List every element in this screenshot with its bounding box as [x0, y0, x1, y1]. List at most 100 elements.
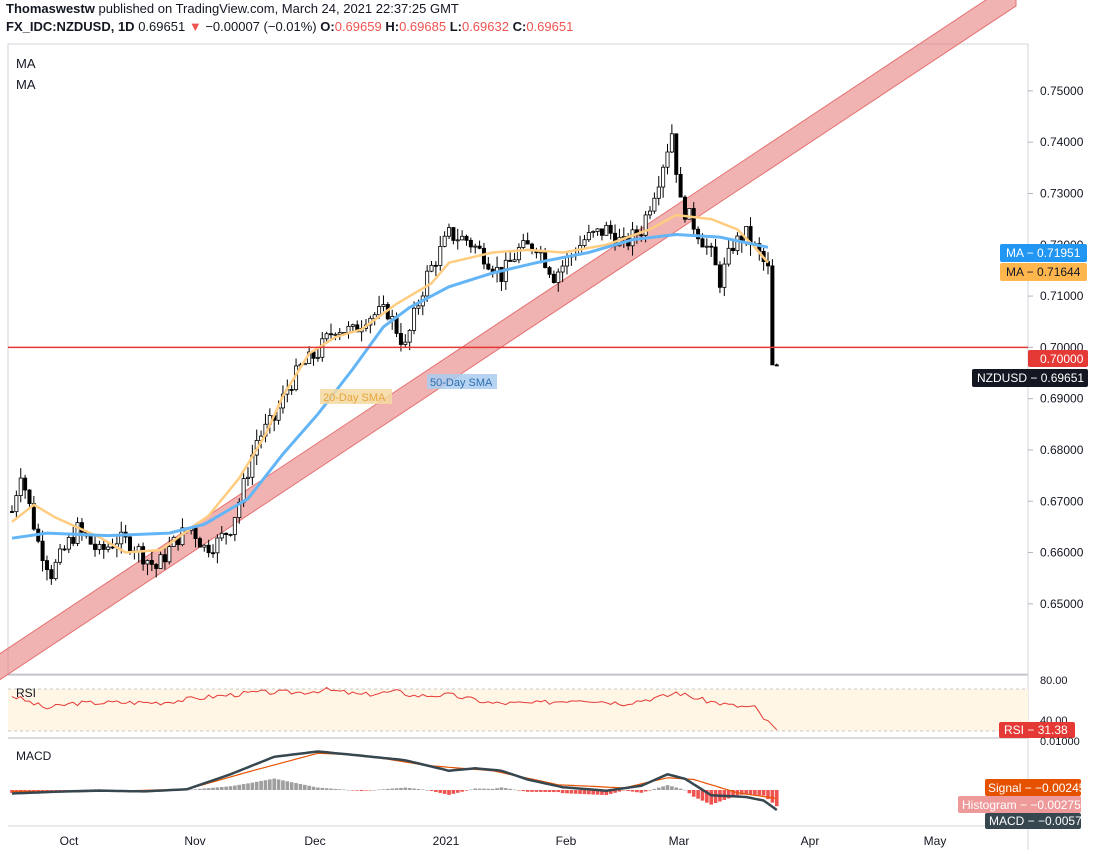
histogram-bar	[333, 788, 338, 790]
signal-value-label: Signal − −0.00245	[985, 779, 1086, 796]
candle-body	[416, 305, 421, 309]
histogram-bar	[464, 790, 469, 791]
price-tick-label: 0.75000	[1040, 84, 1084, 98]
histogram-bar	[560, 790, 565, 794]
candle-body	[23, 477, 28, 491]
histogram-bar	[53, 790, 58, 791]
high-value: 0.69685	[399, 19, 447, 34]
sma20-annotation[interactable]: 20-Day SMA	[323, 392, 386, 404]
histogram-bar	[276, 779, 281, 790]
histogram-bar	[726, 790, 731, 799]
candle-body	[315, 356, 320, 359]
candle-body	[429, 264, 434, 272]
trend-channel[interactable]	[0, 0, 1017, 685]
histogram-bar	[700, 790, 705, 801]
signal-label-name: Signal	[988, 781, 1021, 795]
histogram-bar	[420, 789, 425, 791]
macd-tick: 0.01000	[1040, 736, 1080, 748]
histogram-bar	[224, 786, 228, 790]
ma20-price-label: MA − 0.71644	[1000, 263, 1087, 281]
candle-body	[735, 235, 740, 252]
histogram-bar	[678, 788, 683, 790]
candle-body	[289, 389, 294, 391]
ma1-legend[interactable]: MA	[16, 56, 36, 71]
candle-body	[329, 333, 334, 336]
sma50-line[interactable]	[11, 232, 769, 540]
histogram-bar	[403, 787, 408, 790]
histogram-bar	[442, 790, 447, 794]
candle-body	[774, 364, 779, 367]
histogram-bar	[198, 788, 202, 790]
histogram-bar	[368, 790, 373, 791]
candle-body	[93, 543, 98, 550]
histogram-bar	[237, 784, 242, 790]
rsi-tick-80: 80.00	[1040, 675, 1068, 687]
histogram-bar	[477, 788, 482, 790]
time-tick-label: Apr	[801, 834, 820, 848]
rsi-line	[11, 686, 778, 731]
macd-label-value: −0.00570	[1038, 814, 1089, 828]
macd-line	[11, 750, 778, 812]
candle-body	[403, 341, 408, 345]
svg-text:Signal − −0.00245: Signal − −0.00245	[988, 781, 1086, 795]
histogram-bar	[355, 790, 360, 791]
candle-body	[586, 232, 591, 241]
candle-body	[377, 306, 382, 316]
ma50-price-label: MA − 0.71951	[1000, 244, 1087, 262]
histogram-bar	[36, 790, 41, 792]
chart-header-line2: FX_IDC:NZDUSD, 1D 0.69651 ▼ −0.00007 (−0…	[6, 19, 573, 34]
open-label: O:	[320, 19, 335, 34]
candle-body	[704, 245, 709, 248]
candle-body	[665, 151, 670, 168]
histogram-bar	[504, 788, 508, 790]
histogram-bar	[359, 790, 364, 791]
candle-body	[508, 259, 513, 262]
candle-body	[726, 247, 731, 265]
candle-body	[700, 238, 705, 248]
histogram-bar	[608, 790, 613, 794]
histogram-bar	[438, 790, 443, 793]
histogram-bar	[691, 790, 696, 797]
candle-body	[678, 174, 683, 198]
histogram-bar	[215, 787, 220, 790]
candle-body	[202, 544, 207, 548]
candle-body	[481, 247, 486, 265]
support-label-value: 0.70000	[1040, 352, 1084, 366]
candle-body	[40, 540, 45, 561]
candle-body	[656, 186, 661, 199]
author-name[interactable]: Thomaswestw	[6, 1, 95, 16]
histogram-bar	[761, 790, 766, 796]
sma50-annotation[interactable]: 50-Day SMA	[430, 377, 493, 389]
candle-body	[669, 133, 674, 153]
svg-text:Histogram − −0.00275: Histogram − −0.00275	[962, 798, 1081, 812]
candle-body	[682, 196, 687, 220]
histogram-bar	[364, 790, 368, 791]
candle-body	[516, 247, 521, 261]
ma2-legend[interactable]: MA	[16, 77, 36, 92]
sma20-line[interactable]	[11, 213, 769, 554]
candle-body	[717, 264, 722, 288]
histogram-bar	[272, 778, 276, 790]
price-axis[interactable]: 0.750000.740000.730000.720000.710000.700…	[1028, 84, 1084, 611]
price-tick-label: 0.67000	[1040, 494, 1084, 508]
candle-body	[595, 228, 600, 232]
candle-body	[696, 228, 701, 240]
macd-legend[interactable]: MACD	[16, 749, 52, 763]
histogram-bar	[434, 790, 438, 792]
time-axis[interactable]: Oct Nov Dec 2021 Feb Mar Apr May	[60, 834, 947, 848]
last-price-label: NZDUSD − 0.69651	[972, 369, 1088, 387]
candle-body	[407, 330, 412, 343]
candle-body	[398, 333, 403, 345]
symbol-name[interactable]: FX_IDC:NZDUSD, 1D	[6, 19, 135, 34]
histogram-bar	[250, 782, 255, 790]
histogram-bar	[289, 782, 294, 790]
histogram-bar	[639, 790, 644, 793]
candle-body	[101, 543, 106, 550]
histogram-bar	[254, 781, 259, 790]
candle-body	[433, 264, 438, 267]
histogram-bar	[770, 790, 775, 803]
histogram-bar	[569, 790, 574, 794]
histogram-bar	[390, 788, 394, 790]
price-tick-label: 0.66000	[1040, 546, 1084, 560]
